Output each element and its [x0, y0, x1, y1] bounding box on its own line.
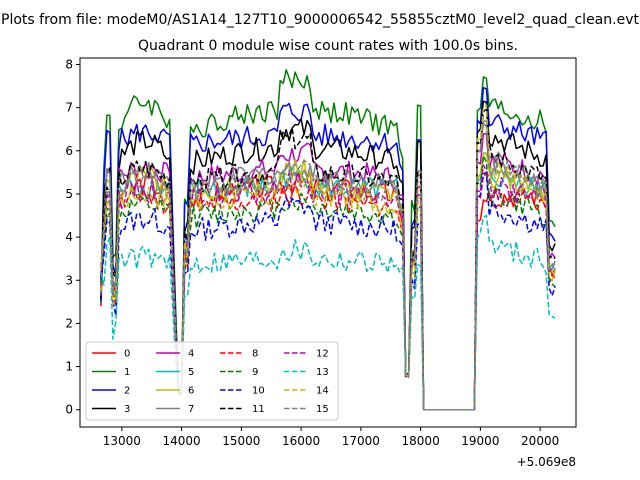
series-line-10: [100, 171, 556, 411]
legend-label-3: 3: [124, 404, 130, 415]
x-axis: 13000 14000 15000 16000 17000 18000 19000 20000: [103, 427, 559, 448]
legend-label-11: 11: [252, 404, 265, 415]
legend-label-6: 6: [188, 386, 194, 397]
x-tick-label: 18000: [402, 434, 440, 448]
legend-label-5: 5: [188, 367, 194, 378]
y-tick-label: 4: [65, 230, 73, 244]
series-line-8: [100, 173, 556, 411]
y-tick-label: 5: [65, 187, 73, 201]
legend-label-10: 10: [252, 386, 265, 397]
y-tick-label: 0: [65, 403, 73, 417]
y-axis: 0 1 2 3 4 5 6 7 8: [65, 57, 80, 417]
y-tick-label: 3: [65, 273, 73, 287]
legend-label-0: 0: [124, 349, 130, 360]
legend-label-7: 7: [188, 404, 194, 415]
x-tick-label: 20000: [521, 434, 559, 448]
plot-title: Quadrant 0 module wise count rates with …: [138, 38, 518, 54]
legend-label-2: 2: [124, 386, 130, 397]
legend-box: [85, 341, 339, 421]
figure-suptitle: Plots from file: modeM0/AS1A14_127T10_90…: [1, 12, 639, 28]
legend-label-9: 9: [252, 367, 258, 378]
x-tick-label: 15000: [222, 434, 260, 448]
y-tick-label: 7: [65, 101, 73, 115]
x-axis-offset-label: +5.069e8: [517, 455, 576, 469]
y-tick-label: 2: [65, 316, 73, 330]
legend-label-14: 14: [316, 386, 329, 397]
y-tick-label: 6: [65, 144, 73, 158]
x-tick-label: 16000: [282, 434, 320, 448]
legend-label-15: 15: [316, 404, 329, 415]
x-tick-label: 19000: [461, 434, 499, 448]
legend-label-8: 8: [252, 349, 258, 360]
axes-frame: [79, 57, 577, 428]
y-tick-label: 1: [65, 360, 73, 374]
series-line-14: [100, 104, 556, 411]
y-tick-label: 8: [65, 57, 73, 71]
legend-label-4: 4: [188, 349, 194, 360]
legend-label-12: 12: [316, 349, 329, 360]
x-tick-label: 17000: [342, 434, 380, 448]
x-tick-label: 14000: [162, 434, 200, 448]
legend-label-1: 1: [124, 367, 130, 378]
x-tick-label: 13000: [103, 434, 141, 448]
legend-label-13: 13: [316, 367, 329, 378]
